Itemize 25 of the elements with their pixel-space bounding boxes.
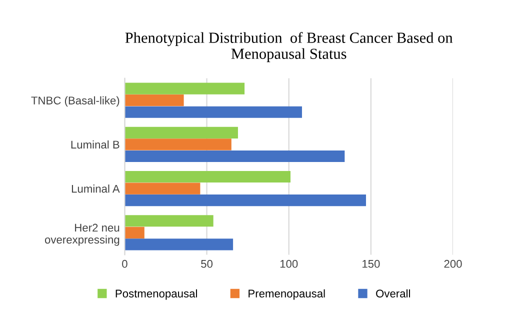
bar xyxy=(124,126,238,138)
bar xyxy=(124,106,302,118)
bar xyxy=(124,238,234,250)
y-tick-label: TNBC (Basal-like) xyxy=(31,96,120,107)
x-tick-label: 150 xyxy=(362,260,380,268)
y-tick-label: Her2 neu overexpressing xyxy=(44,224,120,246)
bar xyxy=(124,182,200,194)
bar xyxy=(124,215,214,227)
bar xyxy=(124,171,290,183)
bar xyxy=(124,150,345,162)
bar xyxy=(124,226,144,238)
x-tick-label: 200 xyxy=(444,260,462,268)
legend-label: Postmenopausal xyxy=(116,289,197,300)
x-tick-label: 50 xyxy=(201,260,213,268)
x-tick-label: 100 xyxy=(280,260,298,268)
chart-title: Phenotypical Distribution of Breast Cancer Based on Menopausal Status xyxy=(125,32,453,62)
bar xyxy=(124,138,232,150)
y-tick-label: Luminal B xyxy=(71,140,120,149)
x-tick-label: 0 xyxy=(122,260,128,268)
bar xyxy=(124,194,366,206)
bar xyxy=(124,82,245,94)
legend-label: Premenopausal xyxy=(248,289,325,300)
bar xyxy=(124,94,184,106)
y-tick-label: Luminal A xyxy=(72,184,120,193)
legend-label: Overall xyxy=(376,289,410,298)
